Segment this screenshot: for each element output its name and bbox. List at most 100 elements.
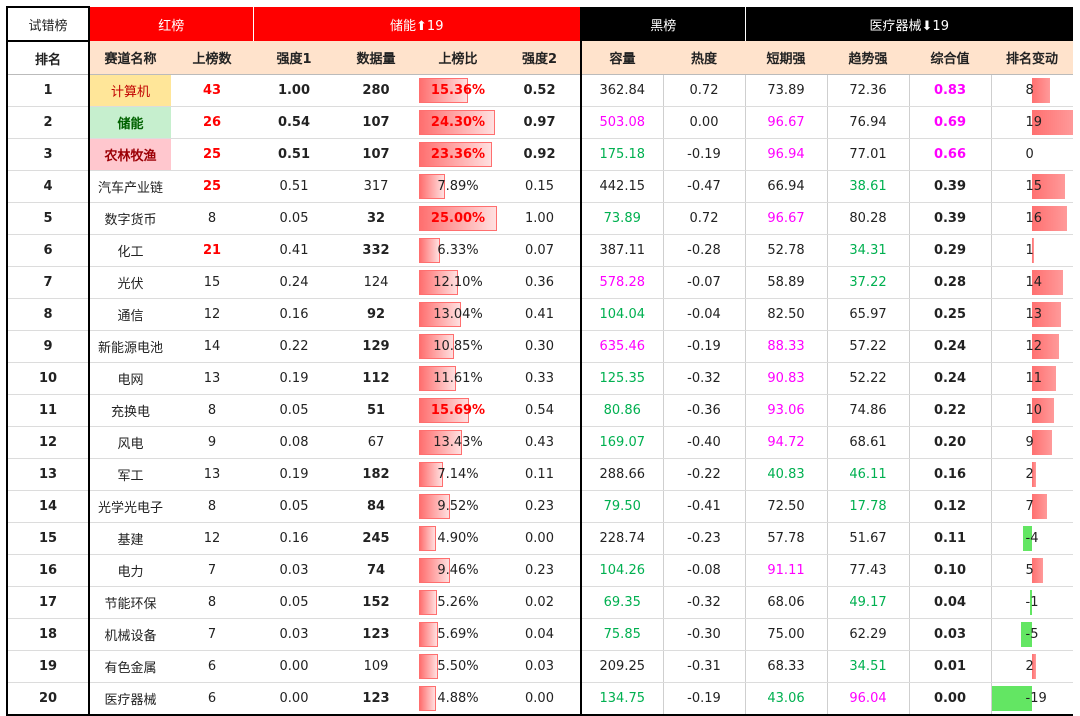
strength2-cell: 0.15 [499, 170, 581, 203]
rank-change-bar [1031, 110, 1073, 135]
table-row[interactable]: 12 风电 9 0.08 67 13.43% 0.43 169.07 -0.40 94.72 68.… [6, 426, 1073, 459]
ratio-text: 7.89% [437, 179, 479, 194]
column-header[interactable]: 排名变动 [991, 41, 1073, 75]
column-header[interactable]: 排名 [6, 41, 90, 75]
short-term-cell: 40.83 [744, 458, 827, 491]
trend-cell: 34.31 [826, 234, 909, 267]
ratio-text: 6.33% [437, 243, 479, 258]
data-volume-cell: 74 [335, 554, 417, 587]
strength2-cell: 0.36 [499, 266, 581, 299]
count-cell: 25 [171, 170, 253, 203]
rank-change-text: -5 [1025, 627, 1039, 642]
short-term-cell: 57.78 [744, 522, 827, 555]
column-header[interactable]: 短期强 [745, 41, 827, 75]
ratio-bar [419, 494, 450, 519]
table-row[interactable]: 20 医疗器械 6 0.00 123 4.88% 0.00 134.75 -0.19 43.06 9… [6, 682, 1073, 716]
strength1-cell: 0.51 [253, 170, 335, 203]
table-row[interactable]: 16 电力 7 0.03 74 9.46% 0.23 104.26 -0.08 91.11 77.4… [6, 554, 1073, 587]
trend-cell: 80.28 [826, 202, 909, 235]
column-header[interactable]: 强度1 [253, 41, 335, 75]
strength2-cell: 0.23 [499, 490, 581, 523]
capacity-cell: 288.66 [580, 458, 663, 491]
table-row[interactable]: 11 充换电 8 0.05 51 15.69% 0.54 80.86 -0.36 93.06 74.… [6, 394, 1073, 427]
column-header[interactable]: 综合值 [909, 41, 991, 75]
table-row[interactable]: 13 军工 13 0.19 182 7.14% 0.11 288.66 -0.22 40.83 46… [6, 458, 1073, 491]
rank-change-text: 12 [1025, 339, 1043, 354]
strength2-cell: 0.43 [499, 426, 581, 459]
rank-change-bar [1031, 238, 1034, 263]
short-term-cell: 96.67 [744, 106, 827, 139]
rank-change-bar [1031, 494, 1047, 519]
table-row[interactable]: 15 基建 12 0.16 245 4.90% 0.00 228.74 -0.23 57.78 51… [6, 522, 1073, 555]
ratio-text: 15.36% [430, 83, 486, 98]
sector-name-cell: 基建 [89, 522, 171, 555]
table-row[interactable]: 2 储能 26 0.54 107 24.30% 0.97 503.08 0.00 96.67 76.… [6, 106, 1073, 139]
table-row[interactable]: 1 计算机 43 1.00 280 15.36% 0.52 362.84 0.72 73.89 72… [6, 74, 1073, 107]
strength2-cell: 0.07 [499, 234, 581, 267]
strength2-cell: 0.92 [499, 138, 581, 171]
table-row[interactable]: 9 新能源电池 14 0.22 129 10.85% 0.30 635.46 -0.19 88.3… [6, 330, 1073, 363]
data-volume-cell: 109 [335, 650, 417, 683]
composite-cell: 0.04 [908, 586, 991, 619]
data-volume-cell: 123 [335, 618, 417, 651]
rank-change-cell: 16 [990, 202, 1073, 235]
composite-cell: 0.29 [908, 234, 991, 267]
strength2-cell: 0.11 [499, 458, 581, 491]
ratio-text: 23.36% [430, 147, 486, 162]
table-row[interactable]: 5 数字货币 8 0.05 32 25.00% 1.00 73.89 0.72 96.67 80.2… [6, 202, 1073, 235]
column-header[interactable]: 数据量 [335, 41, 417, 75]
column-header[interactable]: 上榜比 [417, 41, 499, 75]
table-row[interactable]: 6 化工 21 0.41 332 6.33% 0.07 387.11 -0.28 52.78 34.… [6, 234, 1073, 267]
table-row[interactable]: 17 节能环保 8 0.05 152 5.26% 0.02 69.35 -0.32 68.06 49… [6, 586, 1073, 619]
sector-name-cell: 通信 [89, 298, 171, 331]
count-cell: 26 [171, 106, 253, 139]
rank-change-bar [1031, 654, 1036, 679]
strength1-cell: 0.19 [253, 362, 335, 395]
ratio-bar [419, 238, 440, 263]
composite-cell: 0.03 [908, 618, 991, 651]
table-row[interactable]: 8 通信 12 0.16 92 13.04% 0.41 104.04 -0.04 82.50 65.… [6, 298, 1073, 331]
ratio-cell: 15.69% [417, 394, 499, 427]
strength1-cell: 0.19 [253, 458, 335, 491]
composite-cell: 0.00 [908, 682, 991, 716]
data-volume-cell: 124 [335, 266, 417, 299]
strength1-cell: 0.03 [253, 618, 335, 651]
ratio-bar [419, 366, 456, 391]
column-header[interactable]: 强度2 [499, 41, 581, 75]
table-row[interactable]: 3 农林牧渔 25 0.51 107 23.36% 0.92 175.18 -0.19 96.94… [6, 138, 1073, 171]
column-header[interactable]: 容量 [580, 41, 663, 75]
rank-change-cell: 15 [990, 170, 1073, 203]
strength1-cell: 0.24 [253, 266, 335, 299]
ratio-text: 11.61% [433, 371, 483, 386]
strength1-cell: 0.08 [253, 426, 335, 459]
ratio-text: 24.30% [430, 115, 486, 130]
strength2-cell: 0.33 [499, 362, 581, 395]
sector-name-cell: 光学光电子 [89, 490, 171, 523]
count-cell: 14 [171, 330, 253, 363]
capacity-cell: 175.18 [580, 138, 663, 171]
rank-change-bar [1031, 366, 1056, 391]
table-row[interactable]: 7 光伏 15 0.24 124 12.10% 0.36 578.28 -0.07 58.89 37… [6, 266, 1073, 299]
table-row[interactable]: 10 电网 13 0.19 112 11.61% 0.33 125.35 -0.32 90.83 5… [6, 362, 1073, 395]
composite-cell: 0.24 [908, 362, 991, 395]
table-row[interactable]: 14 光学光电子 8 0.05 84 9.52% 0.23 79.50 -0.41 72.50 17… [6, 490, 1073, 523]
short-term-cell: 43.06 [744, 682, 827, 716]
composite-cell: 0.28 [908, 266, 991, 299]
rank-change-cell: -1 [990, 586, 1073, 619]
table-row[interactable]: 19 有色金属 6 0.00 109 5.50% 0.03 209.25 -0.31 68.33 3… [6, 650, 1073, 683]
column-header[interactable]: 上榜数 [171, 41, 253, 75]
rank-change-bar [1031, 398, 1054, 423]
strength1-cell: 0.05 [253, 586, 335, 619]
column-header[interactable]: 热度 [663, 41, 745, 75]
table-row[interactable]: 18 机械设备 7 0.03 123 5.69% 0.04 75.85 -0.30 75.00 62… [6, 618, 1073, 651]
count-cell: 8 [171, 202, 253, 235]
column-header[interactable]: 趋势强 [827, 41, 909, 75]
rank-change-text: 1 [1025, 243, 1034, 258]
column-header[interactable]: 赛道名称 [89, 41, 171, 75]
featured-down-header: 医疗器械⬇19 [744, 7, 1073, 41]
data-volume-cell: 123 [335, 682, 417, 716]
strength2-cell: 0.00 [499, 522, 581, 555]
trend-cell: 62.29 [826, 618, 909, 651]
capacity-cell: 209.25 [580, 650, 663, 683]
table-row[interactable]: 4 汽车产业链 25 0.51 317 7.89% 0.15 442.15 -0.47 66.94… [6, 170, 1073, 203]
